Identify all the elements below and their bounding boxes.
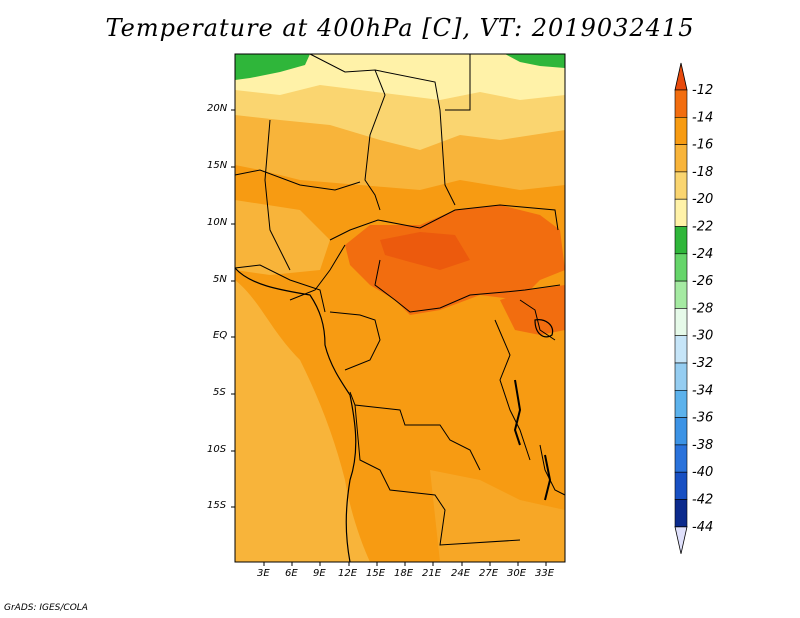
colorbar: -12 -14 -16 -18 -20 -22 -24 -26 -28 -30 -32 -34 -36 -… — [674, 62, 713, 554]
map-frame — [234, 53, 566, 563]
atlantic-coastline — [234, 267, 357, 563]
colorbar-label: -18 — [692, 165, 713, 180]
lon-label-15e: 15E — [366, 568, 386, 579]
lon-label-18e: 18E — [394, 568, 414, 579]
colorbar-segment — [674, 117, 688, 145]
colorbar-label: -26 — [692, 274, 713, 289]
colorbar-segment — [674, 444, 688, 473]
colorbar-segment — [674, 335, 688, 364]
colorbar-segment — [674, 362, 688, 391]
colorbar-segment — [674, 253, 688, 282]
colorbar-segment — [674, 171, 688, 200]
lat-label-5s: 5S — [213, 387, 226, 398]
colorbar-segment — [674, 280, 688, 309]
colorbar-label: -32 — [692, 356, 713, 371]
colorbar-label: -16 — [692, 138, 713, 153]
lat-label-15s: 15S — [207, 500, 227, 511]
contour-minus16-west — [235, 280, 370, 562]
colorbar-segment — [674, 89, 688, 118]
colorbar-label: -14 — [692, 110, 713, 125]
lon-label-21e: 21E — [422, 568, 442, 579]
lake-tanganyika — [513, 379, 522, 446]
lon-label-27e: 27E — [479, 568, 499, 579]
colorbar-segment — [674, 226, 688, 255]
contour-minus22-northwest — [235, 54, 310, 80]
lat-label-15n: 15N — [207, 160, 228, 171]
colorbar-label: -36 — [692, 411, 713, 426]
lon-label-9e: 9E — [313, 568, 326, 579]
colorbar-segment — [674, 308, 688, 336]
colorbar-label: -44 — [692, 520, 713, 535]
colorbar-lower-arrow — [674, 526, 688, 554]
lake-victoria — [534, 319, 554, 338]
map-panel — [231, 53, 566, 566]
colorbar-label: -12 — [692, 83, 713, 98]
colorbar-label: -42 — [692, 493, 713, 508]
colorbar-segment — [674, 198, 688, 227]
contour-minus20-north — [235, 54, 565, 100]
colorbar-label: -22 — [692, 220, 713, 235]
lat-label-5n: 5N — [213, 274, 227, 285]
lon-label-24e: 24E — [451, 568, 471, 579]
chart-title: Temperature at 400hPa [C], VT: 201903241… — [105, 14, 695, 42]
country-borders — [234, 53, 566, 546]
lake-malawi — [544, 454, 552, 501]
contour-minus16-northwest — [235, 200, 330, 275]
lat-label-10s: 10S — [207, 444, 227, 455]
colorbar-segment — [674, 389, 688, 418]
lon-label-33e: 33E — [535, 568, 555, 579]
lat-label-10n: 10N — [207, 217, 228, 228]
latitude-ticks — [231, 109, 235, 508]
lat-label-eq: EQ — [213, 330, 228, 341]
colorbar-segment — [674, 144, 688, 173]
contour-minus12-central — [380, 232, 470, 270]
colorbar-label: -28 — [692, 301, 713, 316]
colorbar-segment — [674, 499, 688, 528]
grads-credit: GrADS: IGES/COLA — [4, 603, 88, 613]
longitude-ticks — [263, 562, 547, 566]
colorbar-label: -20 — [692, 192, 713, 207]
colorbar-segment — [674, 417, 688, 446]
contour-minus22-northeast — [505, 54, 565, 68]
colorbar-label: -30 — [692, 329, 713, 344]
colorbar-segment — [674, 471, 688, 500]
lat-label-20n: 20N — [207, 103, 228, 114]
lon-label-12e: 12E — [338, 568, 358, 579]
colorbar-label: -40 — [692, 465, 713, 480]
lon-label-30e: 30E — [507, 568, 527, 579]
colorbar-label: -24 — [692, 247, 713, 262]
lon-label-3e: 3E — [257, 568, 270, 579]
colorbar-label: -34 — [692, 383, 713, 398]
colorbar-upper-arrow — [674, 62, 688, 91]
colorbar-label: -38 — [692, 438, 713, 453]
contour-minus14-east — [500, 285, 565, 335]
lon-label-6e: 6E — [285, 568, 298, 579]
contour-minus16-south — [430, 470, 565, 562]
